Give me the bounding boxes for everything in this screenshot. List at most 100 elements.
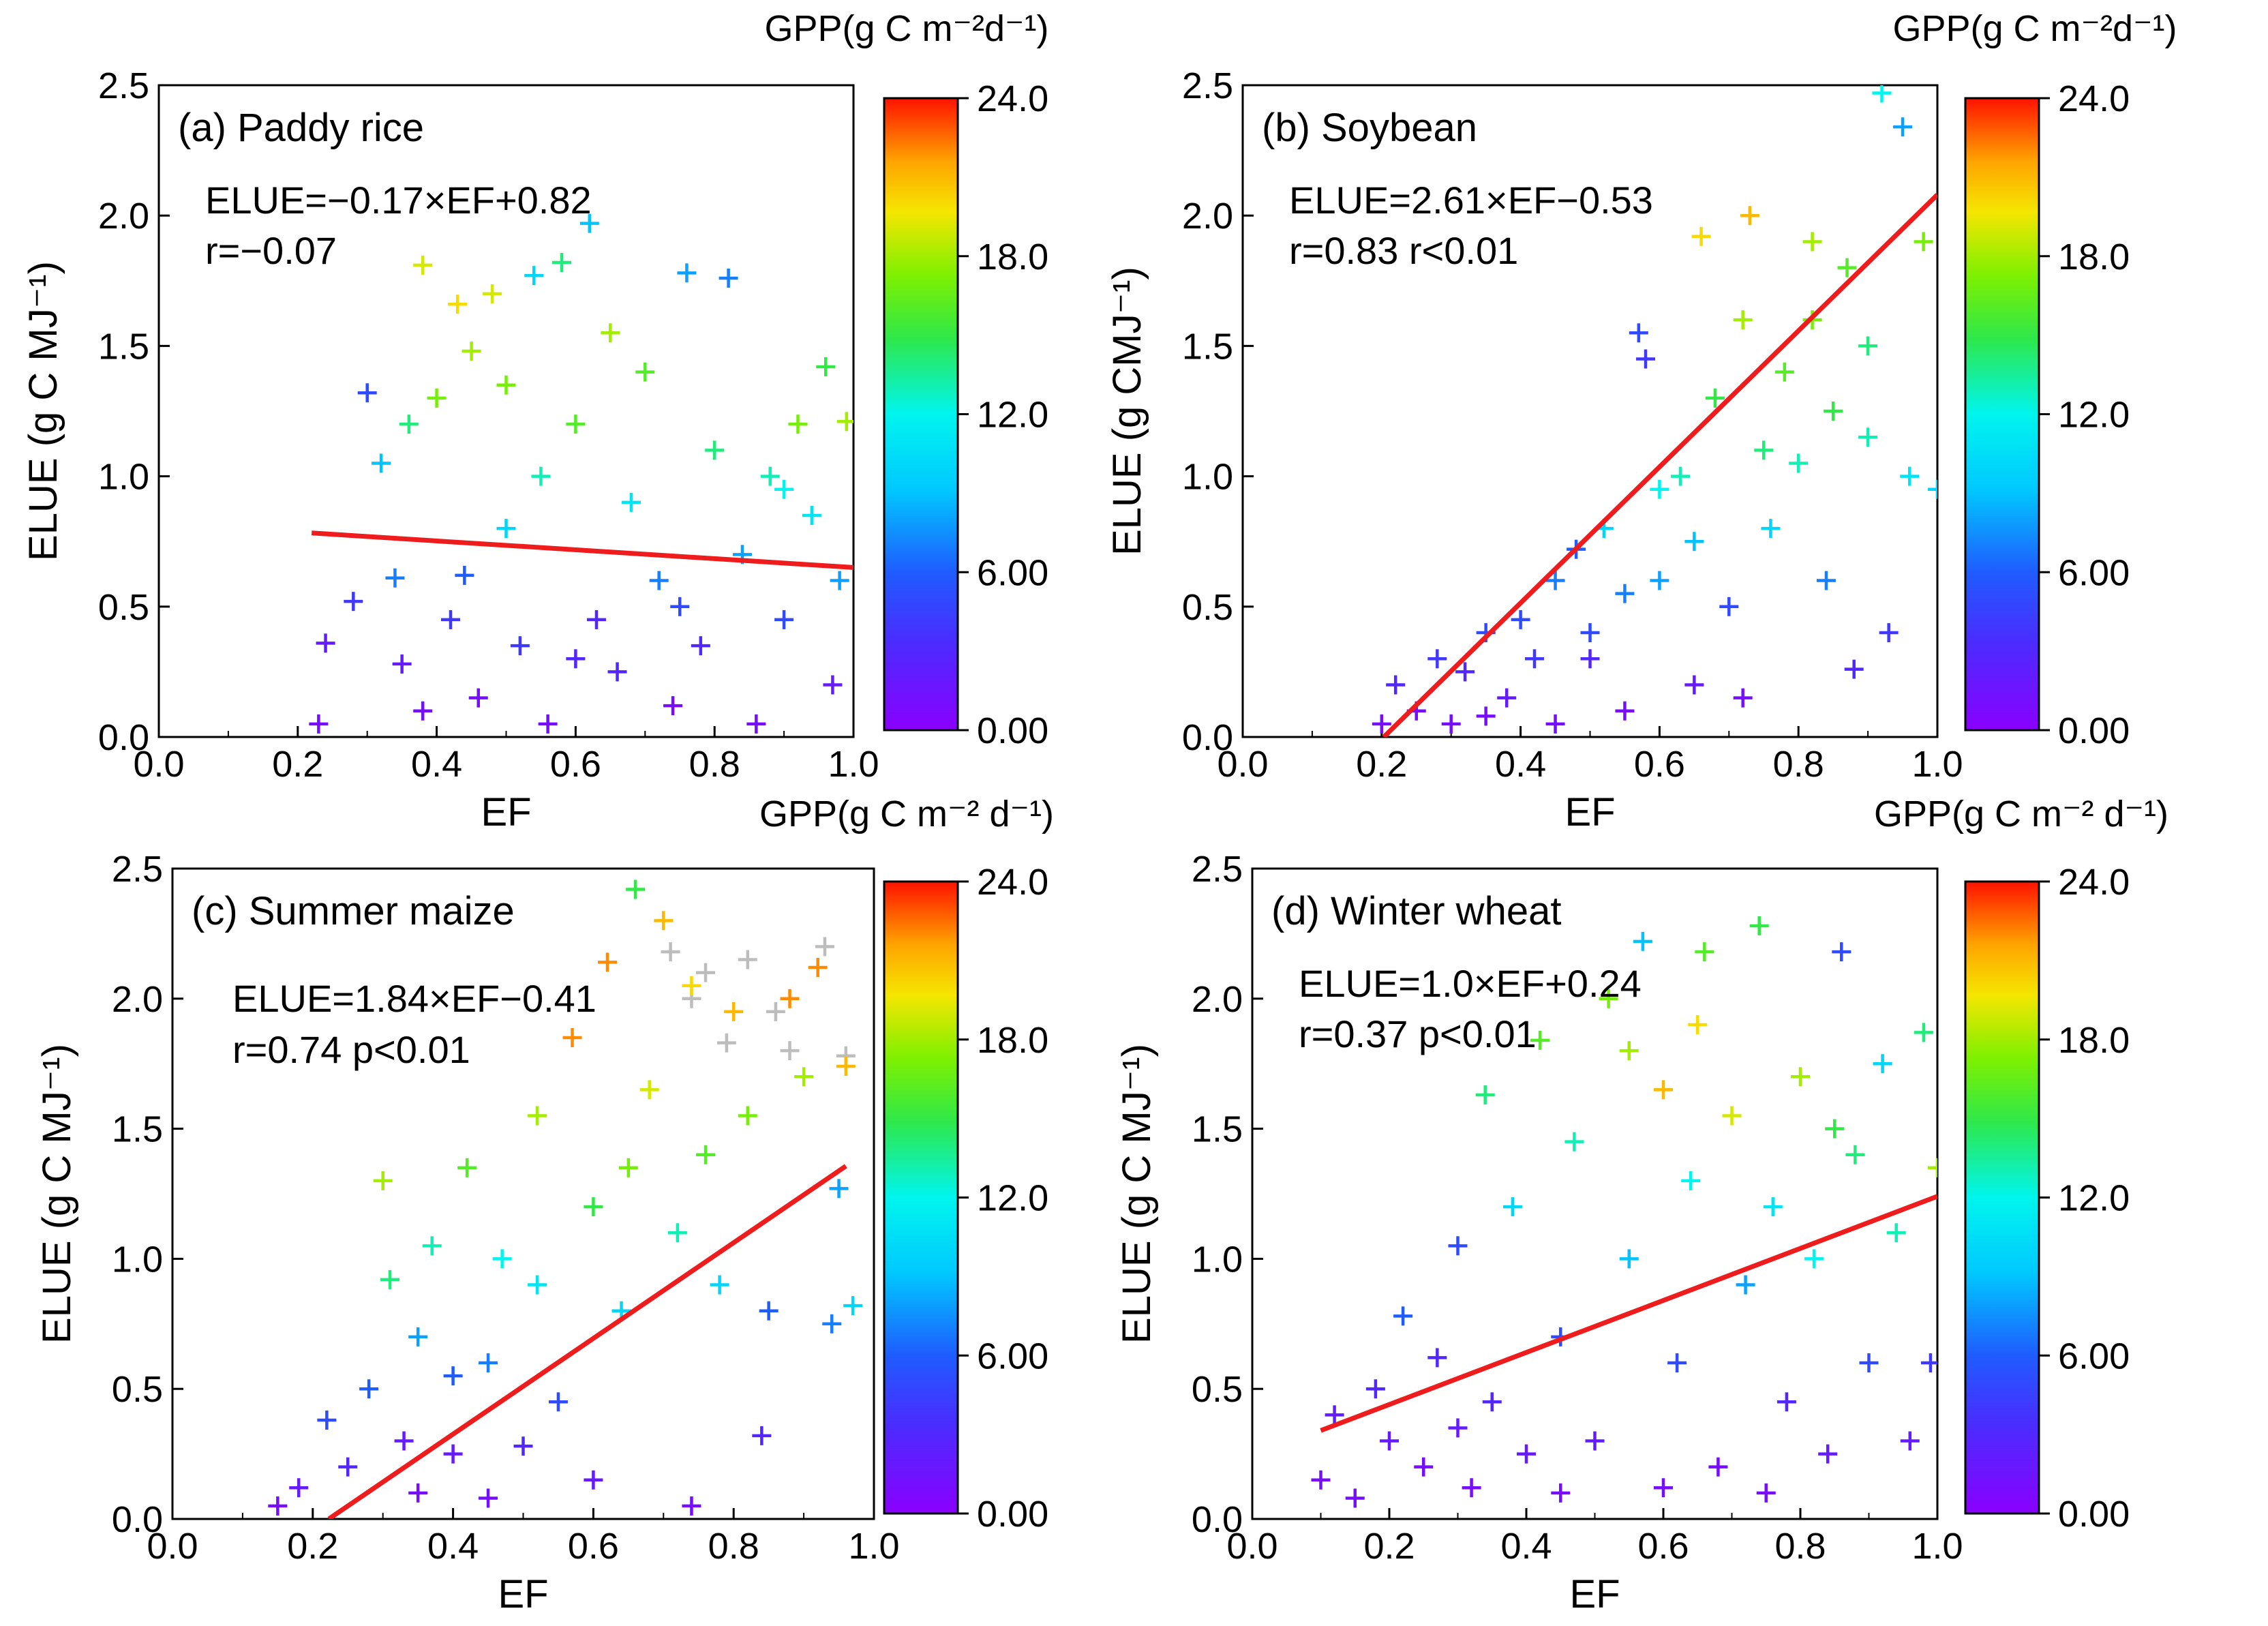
data-point: [1476, 706, 1496, 726]
data-point: [843, 1296, 863, 1316]
data-point: [1386, 675, 1406, 695]
colorbar-tick-label: 24.0: [2058, 862, 2130, 903]
data-point: [696, 1145, 716, 1164]
regression-line: [1382, 193, 1937, 737]
data-point: [1684, 675, 1704, 695]
data-point: [394, 1431, 414, 1451]
data-point: [510, 636, 530, 656]
y-tick-label: 2.0: [1182, 196, 1233, 237]
data-point: [752, 1426, 772, 1445]
data-point: [649, 571, 669, 590]
colorbar-title: GPP(g C m⁻² d⁻¹): [1874, 794, 2168, 834]
data-point: [462, 342, 481, 361]
data-point: [524, 266, 544, 286]
data-point-gray: [766, 1002, 785, 1021]
panel-title: (d) Winter wheat: [1271, 889, 1561, 933]
data-point-gray: [780, 1041, 800, 1061]
data-point: [802, 505, 821, 525]
x-tick-label: 0.4: [1495, 744, 1546, 785]
colorbar-tick-label: 12.0: [2058, 395, 2130, 436]
data-point: [822, 1314, 842, 1334]
points: [268, 879, 863, 1516]
x-axis-title: EF: [1569, 1572, 1620, 1616]
data-point: [1845, 1145, 1865, 1164]
data-point: [1733, 310, 1753, 330]
data-point: [1448, 1236, 1468, 1256]
data-point: [1802, 232, 1822, 252]
data-point: [1756, 1483, 1776, 1503]
data-point: [788, 415, 808, 434]
data-point: [584, 1470, 603, 1490]
data-point: [774, 609, 794, 629]
data-point: [344, 592, 363, 612]
plot-area: [1251, 867, 1939, 1520]
y-tick-label: 0.0: [1192, 1499, 1243, 1540]
y-tick-label: 0.5: [112, 1369, 163, 1410]
data-point: [1345, 1488, 1365, 1508]
data-point: [1681, 1171, 1701, 1190]
data-point: [1654, 1478, 1673, 1498]
x-tick-label: 0.8: [1773, 744, 1824, 785]
data-point: [1497, 688, 1517, 708]
x-tick-label: 0.0: [1226, 1526, 1277, 1567]
data-point: [691, 636, 710, 656]
data-point: [566, 649, 586, 669]
data-point-gray: [716, 1033, 736, 1053]
fit-stats: r=−0.07: [205, 229, 337, 272]
data-point: [1873, 1054, 1892, 1074]
data-point: [309, 714, 329, 734]
data-point: [1872, 85, 1892, 103]
y-tick-label: 2.5: [112, 849, 163, 890]
data-point: [1654, 1080, 1673, 1100]
data-point: [738, 1106, 757, 1126]
data-point: [1311, 1470, 1331, 1490]
data-point: [1776, 1392, 1796, 1412]
data-point: [455, 565, 474, 585]
data-point: [1722, 1106, 1742, 1126]
data-point: [1733, 688, 1753, 708]
data-point: [823, 675, 843, 695]
data-point: [1804, 1249, 1824, 1269]
x-tick-label: 0.4: [427, 1526, 479, 1567]
x-axis-title: EF: [1564, 790, 1615, 834]
data-point: [1879, 623, 1899, 643]
y-axis-title: ELUE (g C MJ⁻¹): [35, 1044, 79, 1344]
data-point: [1462, 1478, 1481, 1498]
data-point: [427, 388, 447, 408]
data-point: [492, 1249, 512, 1269]
data-point: [1824, 402, 1843, 421]
x-tick-label: 1.0: [848, 1526, 899, 1567]
data-point: [1858, 336, 1878, 356]
y-tick-label: 1.0: [112, 1239, 163, 1280]
x-axis-title: EF: [498, 1572, 548, 1616]
y-tick-label: 2.0: [98, 196, 149, 237]
data-point: [1441, 714, 1461, 734]
x-tick-label: 0.0: [147, 1526, 198, 1567]
data-point: [1695, 942, 1714, 962]
data-point: [677, 263, 697, 283]
points: [1372, 85, 1937, 734]
fit-equation: ELUE=1.0×EF+0.24: [1299, 962, 1642, 1005]
data-point: [639, 1080, 659, 1100]
data-point: [440, 609, 460, 629]
data-point: [317, 1410, 337, 1430]
x-tick-label: 0.6: [1634, 744, 1685, 785]
data-point: [1928, 1158, 1937, 1177]
data-point: [385, 568, 405, 588]
data-point: [1763, 1197, 1783, 1217]
data-point: [1633, 931, 1652, 951]
colorbar-title: GPP(g C m⁻²d⁻¹): [764, 8, 1048, 49]
data-point-gray: [661, 942, 680, 962]
data-point: [1325, 1405, 1344, 1425]
data-point: [413, 701, 433, 721]
data-point: [1380, 1431, 1399, 1451]
data-point: [719, 268, 738, 288]
data-point: [399, 415, 419, 434]
colorbar-tick-label: 0.00: [977, 710, 1048, 751]
data-point: [1705, 388, 1725, 408]
data-point: [373, 1171, 393, 1190]
data-point: [584, 1197, 603, 1217]
data-point: [1900, 466, 1920, 486]
colorbar-tick-label: 6.00: [2058, 1336, 2130, 1376]
